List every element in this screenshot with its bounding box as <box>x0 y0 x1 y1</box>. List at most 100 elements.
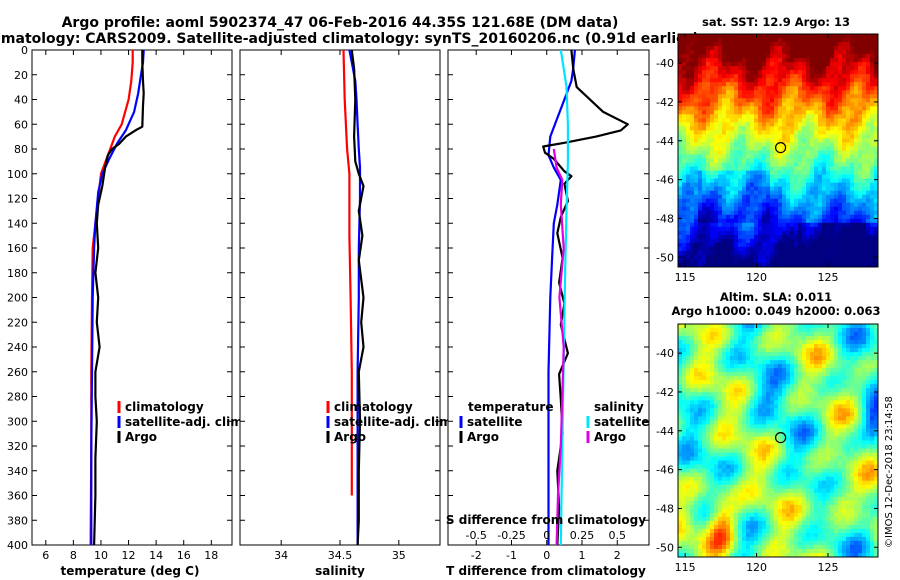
map-cell <box>762 404 767 409</box>
map-cell <box>798 106 803 111</box>
map-cell <box>762 408 767 413</box>
sst-map-title: sat. SST: 12.9 Argo: 13 <box>702 15 850 29</box>
map-cell <box>710 388 715 393</box>
map-cell <box>870 170 875 176</box>
map-cell <box>686 400 691 405</box>
map-cell <box>746 460 751 466</box>
map-cell <box>794 54 799 59</box>
map-cell <box>738 372 743 377</box>
map-cell <box>682 234 687 240</box>
map-cell <box>834 464 839 470</box>
map-cell <box>862 130 867 135</box>
map-cell <box>754 392 759 397</box>
map-cell <box>786 186 791 192</box>
map-cell <box>730 400 735 405</box>
map-cell <box>702 102 707 107</box>
map-cell <box>854 262 859 268</box>
map-cell <box>698 114 703 119</box>
map-cell <box>826 428 831 433</box>
map-cell <box>750 242 755 248</box>
map-cell <box>842 134 847 139</box>
map-cell <box>846 186 851 192</box>
map-cell <box>766 250 771 256</box>
map-cell <box>806 384 811 389</box>
map-cell <box>822 262 827 268</box>
map-cell <box>762 210 767 216</box>
map-cell <box>726 384 731 389</box>
map-cell <box>698 238 703 244</box>
map-cell <box>822 360 827 365</box>
map-cell <box>730 392 735 397</box>
map-cell <box>742 424 747 429</box>
map-cell <box>722 114 727 119</box>
map-cell <box>850 122 855 127</box>
map-cell <box>730 114 735 119</box>
map-cell <box>762 222 767 228</box>
map-cell <box>874 246 879 252</box>
map-cell <box>850 162 855 167</box>
map-cell <box>758 222 763 228</box>
map-cell <box>754 230 759 236</box>
map-cell <box>818 368 823 373</box>
map-cell <box>686 62 691 67</box>
map-cell <box>774 206 779 212</box>
map-cell <box>734 444 739 449</box>
map-cell <box>806 66 811 71</box>
map-cell <box>702 134 707 139</box>
map-cell <box>790 460 795 466</box>
map-cell <box>706 90 711 95</box>
map-cell <box>702 336 707 341</box>
map-cell <box>754 448 759 453</box>
map-cell <box>834 262 839 268</box>
map-cell <box>686 226 691 232</box>
map-cell <box>782 102 787 107</box>
map-cell <box>786 46 791 51</box>
map-cell <box>714 206 719 212</box>
map-cell <box>682 166 687 171</box>
y-tick-label: 100 <box>7 168 28 181</box>
map-cell <box>694 242 699 248</box>
map-cell <box>794 222 799 228</box>
map-cell <box>718 114 723 119</box>
map-cell <box>854 182 859 188</box>
map-cell <box>734 218 739 224</box>
map-cell <box>738 142 743 147</box>
map-cell <box>830 202 835 208</box>
map-cell <box>830 186 835 192</box>
map-cell <box>762 400 767 405</box>
map-cell <box>726 198 731 204</box>
map-cell <box>862 90 867 95</box>
map-cell <box>866 42 871 47</box>
map-cell <box>854 250 859 256</box>
map-cell <box>862 114 867 119</box>
map-cell <box>750 380 755 385</box>
map-cell <box>806 78 811 83</box>
map-cell <box>862 428 867 433</box>
map-cell <box>730 356 735 361</box>
map-cell <box>858 202 863 208</box>
map-cell <box>758 98 763 103</box>
map-cell <box>734 408 739 413</box>
map-cell <box>710 258 715 264</box>
map-cell <box>834 170 839 176</box>
map-cell <box>758 38 763 43</box>
map-cell <box>778 376 783 381</box>
map-cell <box>870 78 875 83</box>
map-cell <box>682 388 687 393</box>
map-cell <box>786 372 791 377</box>
map-cell <box>858 456 863 461</box>
map-cell <box>722 368 727 373</box>
map-cell <box>678 436 683 441</box>
map-cell <box>690 348 695 353</box>
map-cell <box>758 262 763 268</box>
map-cell <box>838 332 843 337</box>
map-cell <box>806 420 811 425</box>
map-cell <box>866 416 871 421</box>
map-cell <box>866 74 871 79</box>
map-cell <box>874 170 879 176</box>
map-cell <box>766 452 771 457</box>
map-cell <box>726 352 731 357</box>
map-cell <box>814 250 819 256</box>
map-cell <box>874 122 879 127</box>
map-cell <box>706 178 711 184</box>
